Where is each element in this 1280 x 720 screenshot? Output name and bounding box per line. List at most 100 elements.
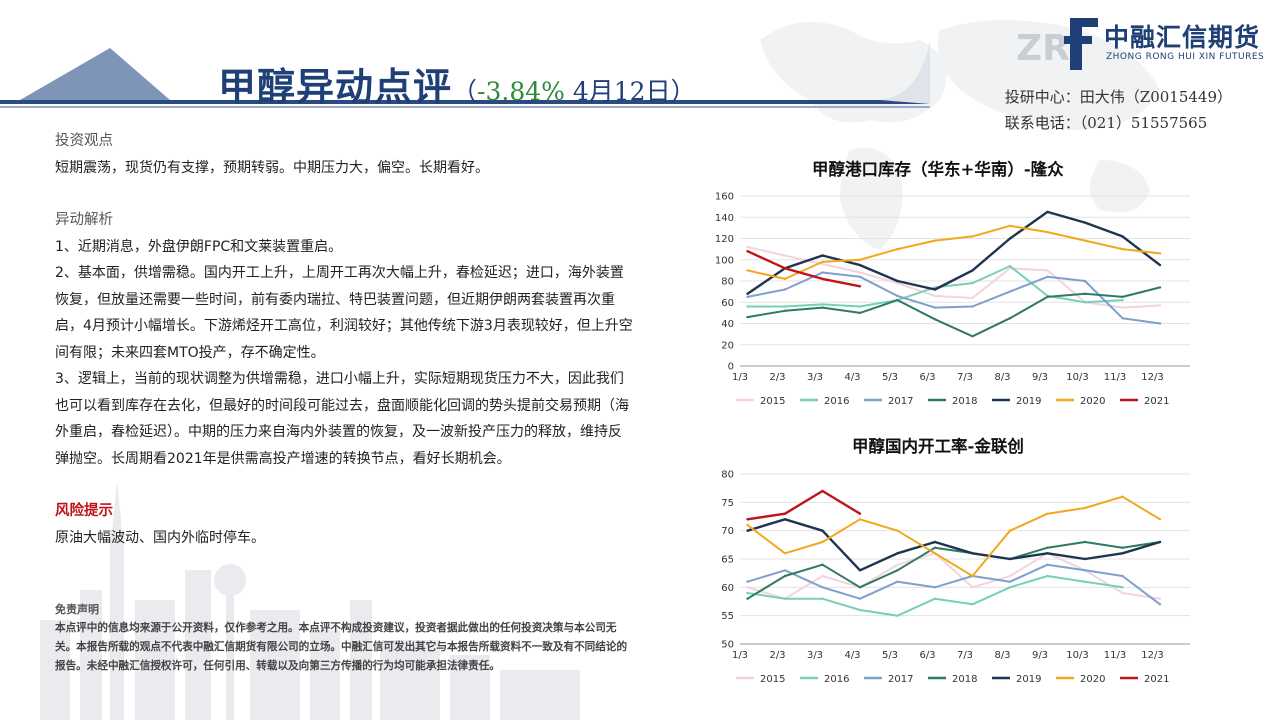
- data-point-2020: [971, 574, 974, 578]
- title-subtitle: （-3.84% 4月12日）: [452, 77, 696, 106]
- legend-label-2020: 2020: [1080, 674, 1105, 685]
- data-point-2021: [783, 512, 787, 515]
- data-point-2019: [821, 529, 824, 532]
- data-point-2016: [858, 305, 862, 308]
- data-point-2015: [896, 563, 899, 566]
- inventory-chart-title: 甲醇港口库存（华东+华南）-隆众: [812, 160, 1064, 179]
- data-point-2017: [896, 294, 899, 298]
- data-point-2017: [1008, 290, 1012, 293]
- x-tick-label: 6/3: [919, 650, 935, 661]
- contact-info: 投研中心：田大伟（Z0015449） 联系电话：（021）51557565: [1005, 84, 1232, 136]
- data-point-2017: [746, 580, 749, 583]
- y-tick-label: 50: [721, 640, 734, 651]
- legend-label-2020: 2020: [1080, 396, 1105, 407]
- logo-mark-icon: ZR: [1016, 18, 1098, 70]
- world-map-decoration: [760, 20, 1160, 250]
- data-point-2017: [896, 580, 899, 583]
- data-point-2017: [783, 569, 787, 572]
- data-point-2016: [1121, 298, 1124, 302]
- data-point-2021: [858, 285, 862, 288]
- data-point-2019: [1158, 540, 1162, 544]
- data-point-2020: [933, 552, 937, 555]
- data-point-2020: [821, 540, 824, 544]
- data-point-2015: [746, 586, 749, 589]
- data-point-2015: [858, 271, 862, 274]
- data-point-2016: [971, 281, 974, 285]
- data-point-2020: [1046, 512, 1049, 515]
- disclaimer-text: 本点评中的信息均来源于公开资料，仅作参考之用。本点评不构成投资建议，投资者据此做…: [55, 622, 628, 672]
- x-tick-label: 10/3: [1066, 650, 1088, 661]
- data-point-2018: [858, 586, 862, 589]
- series-line-2020: [747, 224, 1161, 280]
- data-point-2019: [896, 279, 899, 283]
- y-tick-label: 140: [715, 213, 734, 224]
- data-point-2019: [1083, 221, 1087, 224]
- analysis-heading: 异动解析: [55, 212, 113, 228]
- data-point-2018: [896, 298, 899, 302]
- disclaimer: 免责声明 本点评中的信息均来源于公开资料，仅作参考之用。本点评不构成投资建议，投…: [55, 600, 635, 676]
- data-point-2018: [746, 597, 749, 600]
- data-point-2016: [1008, 586, 1012, 589]
- legend-label-2018: 2018: [952, 674, 977, 685]
- data-point-2017: [821, 586, 824, 589]
- data-point-2017: [1008, 580, 1012, 583]
- series-line-2015: [747, 552, 1161, 600]
- subtitle-open-paren: （: [452, 77, 478, 106]
- inventory-chart: 0 20 40 60 80 100 120 140 160 1/3 2/3 3/3 4/3 5/3 6/3 7…: [715, 192, 1190, 407]
- x-tick-label: 9/3: [1032, 372, 1048, 383]
- data-point-2019: [821, 254, 824, 257]
- y-tick-label: 65: [721, 555, 734, 566]
- data-point-2018: [783, 574, 787, 578]
- data-point-2015: [1158, 304, 1162, 307]
- data-point-2018: [1083, 292, 1087, 295]
- operating-rate-chart-title: 甲醇国内开工率-金联创: [852, 437, 1024, 456]
- data-point-2015: [783, 254, 787, 257]
- legend-label-2017: 2017: [888, 396, 913, 407]
- change-percent: -3.84%: [477, 77, 565, 106]
- x-tick-label: 9/3: [1032, 650, 1048, 661]
- view-text: 短期震荡，现货仍有支撑，预期转弱。中期压力大，偏空。长期看好。: [55, 159, 489, 176]
- data-point-2015: [1046, 269, 1049, 272]
- legend-label-2019: 2019: [1016, 396, 1041, 407]
- data-point-2017: [1121, 574, 1124, 578]
- data-point-2020: [971, 235, 974, 238]
- data-point-2020: [1121, 495, 1124, 498]
- data-point-2017: [1158, 603, 1162, 606]
- page-title: 甲醇异动点评（-3.84% 4月12日）: [218, 56, 696, 111]
- data-point-2020: [746, 269, 749, 272]
- data-point-2021: [746, 250, 749, 253]
- series-line-2021: [747, 250, 861, 288]
- data-point-2019: [746, 292, 749, 295]
- legend-label-2015: 2015: [760, 674, 785, 685]
- x-tick-label: 8/3: [994, 372, 1010, 383]
- data-point-2021: [746, 518, 749, 521]
- data-point-2016: [896, 614, 899, 617]
- data-point-2017: [1158, 322, 1162, 325]
- data-point-2015: [746, 245, 749, 249]
- data-point-2020: [1008, 529, 1012, 532]
- data-point-2019: [746, 529, 749, 532]
- data-point-2019: [1046, 210, 1049, 214]
- data-point-2020: [896, 529, 899, 532]
- x-tick-label: 1/3: [732, 650, 748, 661]
- data-point-2020: [858, 258, 862, 261]
- header-banner: [0, 0, 1280, 108]
- x-tick-label: 2/3: [769, 372, 785, 383]
- y-tick-label: 60: [721, 298, 734, 309]
- x-tick-label: 12/3: [1141, 372, 1163, 383]
- analysis-point-3: 3、逻辑上，当前的现状调整为供增需稳，进口小幅上升，实际短期现货压力不大，因此我…: [55, 371, 629, 467]
- data-point-2021: [821, 489, 824, 493]
- data-point-2020: [1158, 518, 1162, 521]
- y-tick-label: 160: [715, 192, 734, 203]
- data-point-2016: [858, 608, 862, 612]
- data-point-2015: [1121, 591, 1124, 595]
- x-tick-label: 8/3: [994, 650, 1010, 661]
- data-point-2016: [1083, 580, 1087, 583]
- data-point-2020: [1083, 239, 1087, 242]
- data-point-2015: [1158, 597, 1162, 600]
- data-point-2018: [933, 546, 937, 549]
- data-point-2017: [1046, 563, 1049, 566]
- x-tick-label: 12/3: [1141, 650, 1163, 661]
- x-tick-label: 7/3: [957, 650, 973, 661]
- x-tick-label: 4/3: [844, 372, 860, 383]
